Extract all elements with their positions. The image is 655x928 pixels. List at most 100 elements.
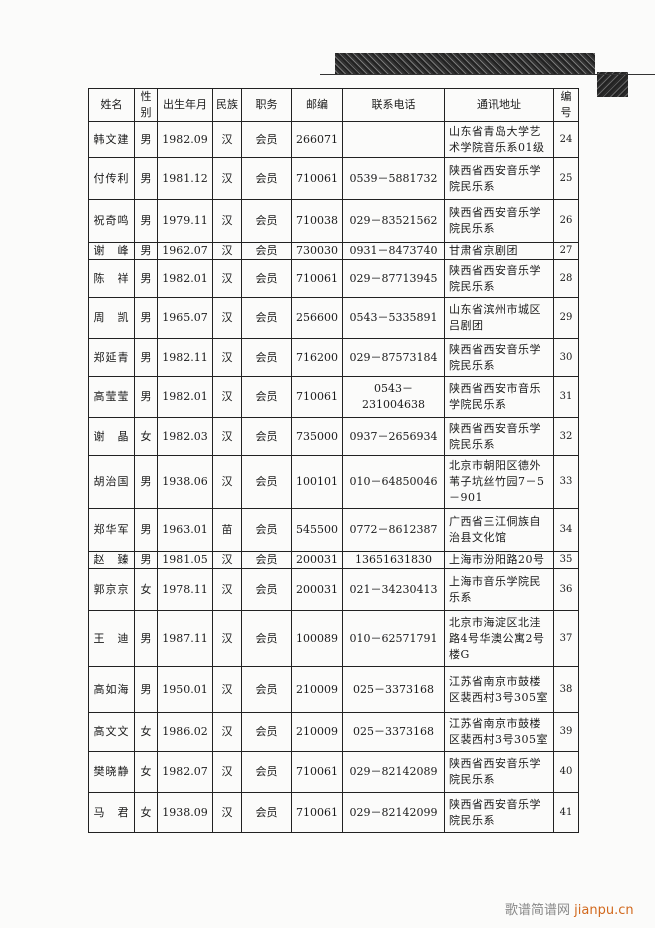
cell-postcode: 710061 xyxy=(291,376,343,418)
cell-no: 27 xyxy=(553,242,579,260)
cell-birth: 1981.05 xyxy=(157,551,213,569)
cell-no: 41 xyxy=(553,792,579,833)
cell-postcode: 266071 xyxy=(291,121,343,158)
cell-address: 广西省三江侗族自治县文化馆 xyxy=(444,508,554,552)
cell-birth: 1962.07 xyxy=(157,242,213,260)
cell-birth: 1963.01 xyxy=(157,508,213,552)
cell-name: 樊晓静 xyxy=(88,751,135,793)
cell-role: 会员 xyxy=(241,417,292,456)
cell-name: 高如海 xyxy=(88,666,135,713)
cell-no: 31 xyxy=(553,376,579,418)
cell-gender: 男 xyxy=(134,338,158,377)
cell-postcode: 716200 xyxy=(291,338,343,377)
cell-role: 会员 xyxy=(241,508,292,552)
cell-no: 38 xyxy=(553,666,579,713)
cell-gender: 男 xyxy=(134,610,158,667)
cell-birth: 1981.12 xyxy=(157,157,213,200)
cell-ethnicity: 汉 xyxy=(212,242,242,260)
cell-postcode: 710038 xyxy=(291,199,343,243)
cell-address: 陕西省西安市音乐学院民乐系 xyxy=(444,376,554,418)
cell-ethnicity: 汉 xyxy=(212,751,242,793)
cell-ethnicity: 汉 xyxy=(212,792,242,833)
header-rule xyxy=(320,74,655,75)
cell-ethnicity: 汉 xyxy=(212,376,242,418)
table-row: 谢 峰男 1962.07 汉会员 730030 0931－8473740 甘肃省京剧团 27 xyxy=(88,242,579,260)
header-phone: 联系电话 xyxy=(342,88,445,122)
cell-address: 陕西省西安音乐学院民乐系 xyxy=(444,792,554,833)
cell-postcode: 200031 xyxy=(291,551,343,569)
cell-name: 郑华军 xyxy=(88,508,135,552)
cell-postcode: 100089 xyxy=(291,610,343,667)
header-ethnicity: 民族 xyxy=(212,88,242,122)
cell-no: 32 xyxy=(553,417,579,456)
cell-phone: 010－64850046 xyxy=(342,455,445,509)
cell-birth: 1978.11 xyxy=(157,568,213,611)
cell-ethnicity: 汉 xyxy=(212,259,242,298)
cell-address: 山东省青岛大学艺术学院音乐系01级 xyxy=(444,121,554,158)
cell-role: 会员 xyxy=(241,259,292,298)
cell-phone: 025－3373168 xyxy=(342,666,445,713)
cell-role: 会员 xyxy=(241,666,292,713)
cell-ethnicity: 汉 xyxy=(212,712,242,752)
cell-ethnicity: 汉 xyxy=(212,417,242,456)
cell-address: 上海市汾阳路20号 xyxy=(444,551,554,569)
cell-gender: 男 xyxy=(134,508,158,552)
cell-role: 会员 xyxy=(241,610,292,667)
cell-name: 付传利 xyxy=(88,157,135,200)
cell-postcode: 710061 xyxy=(291,751,343,793)
cell-phone: 13651631830 xyxy=(342,551,445,569)
cell-postcode: 545500 xyxy=(291,508,343,552)
cell-phone: 010－62571791 xyxy=(342,610,445,667)
cell-role: 会员 xyxy=(241,242,292,260)
header-role: 职务 xyxy=(241,88,292,122)
cell-address: 陕西省西安音乐学院民乐系 xyxy=(444,338,554,377)
cell-birth: 1982.07 xyxy=(157,751,213,793)
header-address: 通讯地址 xyxy=(444,88,554,122)
cell-gender: 男 xyxy=(134,376,158,418)
header-gender: 性别 xyxy=(134,88,158,122)
cell-role: 会员 xyxy=(241,157,292,200)
cell-address: 陕西省西安音乐学院民乐系 xyxy=(444,259,554,298)
cell-birth: 1986.02 xyxy=(157,712,213,752)
cell-phone xyxy=(342,121,445,158)
cell-name: 谢 峰 xyxy=(88,242,135,260)
cell-role: 会员 xyxy=(241,792,292,833)
cell-gender: 男 xyxy=(134,551,158,569)
header-halftone-band xyxy=(335,53,595,74)
cell-postcode: 710061 xyxy=(291,157,343,200)
cell-gender: 女 xyxy=(134,712,158,752)
cell-no: 24 xyxy=(553,121,579,158)
cell-address: 陕西省西安音乐学院民乐系 xyxy=(444,157,554,200)
table-row: 付传利男 1981.12 汉会员 710061 0539－5881732 陕西省西安音乐学… xyxy=(88,157,579,200)
cell-phone: 029－83521562 xyxy=(342,199,445,243)
cell-birth: 1938.06 xyxy=(157,455,213,509)
cell-address: 陕西省西安音乐学院民乐系 xyxy=(444,417,554,456)
table-row: 祝奇鸣男 1979.11 汉会员 710038 029－83521562 陕西省西安音乐学… xyxy=(88,199,579,243)
cell-no: 33 xyxy=(553,455,579,509)
cell-postcode: 735000 xyxy=(291,417,343,456)
cell-name: 高莹莹 xyxy=(88,376,135,418)
cell-postcode: 200031 xyxy=(291,568,343,611)
cell-gender: 男 xyxy=(134,242,158,260)
cell-birth: 1982.09 xyxy=(157,121,213,158)
cell-phone: 0539－5881732 xyxy=(342,157,445,200)
cell-gender: 男 xyxy=(134,259,158,298)
table-row: 高莹莹男 1982.01 汉会员 710061 0543－231004638 陕西省西安市… xyxy=(88,376,579,418)
watermark-url: jianpu.cn xyxy=(574,903,634,918)
table-row: 马 君女 1938.09 汉会员 710061 029－82142099 陕西省西安音乐学… xyxy=(88,792,579,833)
watermark: 歌谱简谱网 jianpu.cn xyxy=(505,899,634,918)
cell-postcode: 100101 xyxy=(291,455,343,509)
cell-phone: 0931－8473740 xyxy=(342,242,445,260)
cell-phone: 029－82142089 xyxy=(342,751,445,793)
cell-name: 周 凯 xyxy=(88,297,135,339)
cell-no: 26 xyxy=(553,199,579,243)
page-corner-tab xyxy=(597,72,628,97)
cell-role: 会员 xyxy=(241,568,292,611)
cell-phone: 0937－2656934 xyxy=(342,417,445,456)
cell-ethnicity: 汉 xyxy=(212,666,242,713)
cell-no: 37 xyxy=(553,610,579,667)
cell-name: 韩文建 xyxy=(88,121,135,158)
cell-ethnicity: 苗 xyxy=(212,508,242,552)
cell-postcode: 730030 xyxy=(291,242,343,260)
cell-ethnicity: 汉 xyxy=(212,455,242,509)
